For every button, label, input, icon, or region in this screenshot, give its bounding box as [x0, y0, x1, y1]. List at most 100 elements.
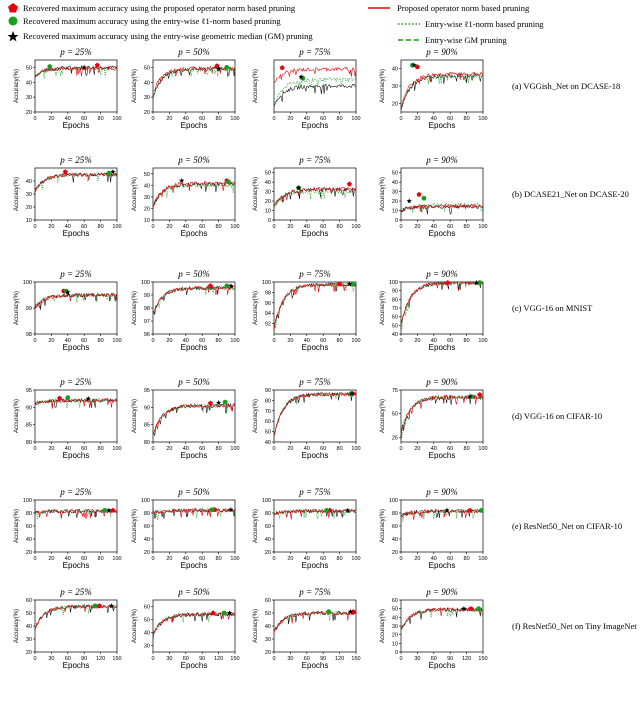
x-tick-label: 80	[464, 224, 470, 230]
y-tick-label: 50	[265, 171, 271, 177]
x-tick-label: 20	[48, 116, 54, 122]
x-tick-label: 20	[414, 116, 420, 122]
y-tick-label: 97	[144, 319, 150, 325]
x-tick-label: 80	[464, 446, 470, 452]
series-line-l1	[34, 291, 118, 309]
series-line-gm	[34, 172, 118, 193]
x-tick-label: 80	[337, 224, 343, 230]
x-axis-label: Epochs	[429, 661, 456, 670]
axes-frame	[400, 59, 484, 113]
subplot-4-3: p = 75% 40 50 60 70 80 90 0 20 40 60 80 100 Epochs Acc…	[253, 377, 361, 460]
x-tick-label: 40	[65, 556, 71, 562]
y-tick-label: 60	[144, 524, 150, 530]
x-tick-label: 100	[351, 116, 360, 122]
x-tick-label: 40	[183, 224, 189, 230]
max-marker-l1	[224, 65, 230, 70]
x-tick-label: 40	[304, 338, 310, 344]
x-tick-label: 60	[199, 116, 205, 122]
x-tick-label: 0	[33, 116, 36, 122]
y-tick-label: 90	[144, 405, 150, 411]
x-tick-label: 0	[399, 116, 402, 122]
series-line-l1	[273, 189, 357, 213]
series-line-l1	[152, 285, 236, 317]
x-tick-label: 60	[81, 338, 87, 344]
subplot-3-4: p = 90% 40 50 60 70 80 90 100 0 20 40 60 80 100 Epochs…	[380, 269, 488, 352]
p-value-label: p = 25%	[59, 269, 92, 279]
subplot-3-2: p = 50% 96 97 98 99 100 0 20 40 60 80 100 Epochs Accu…	[132, 269, 240, 352]
x-tick-label: 120	[214, 656, 223, 662]
y-tick-label: 20	[26, 110, 32, 116]
x-tick-label: 20	[48, 446, 54, 452]
y-tick-label: 30	[26, 95, 32, 101]
x-tick-label: 60	[447, 446, 453, 452]
series-line-gm	[400, 395, 484, 440]
x-axis-label: Epochs	[63, 343, 90, 352]
subplot-6-3: p = 75% 20 30 40 50 60 0 30 60 90 120 150 Epochs Accu…	[253, 587, 361, 670]
y-tick-label: 80	[26, 440, 32, 446]
series-line-proposed	[152, 611, 236, 643]
y-axis-label: Accuracy(%)	[14, 509, 20, 543]
x-tick-label: 0	[399, 224, 402, 230]
y-tick-label: 60	[26, 524, 32, 530]
y-tick-label: 100	[389, 280, 398, 286]
y-tick-label: 40	[392, 537, 398, 543]
max-marker-proposed	[207, 400, 213, 406]
y-axis-label: Accuracy(%)	[380, 291, 386, 325]
x-tick-label: 80	[464, 338, 470, 344]
y-tick-label: 40	[392, 67, 398, 73]
x-tick-label: 0	[399, 556, 402, 562]
max-marker-gm	[411, 62, 417, 68]
y-tick-label: 80	[144, 511, 150, 517]
x-tick-label: 150	[112, 656, 121, 662]
y-tick-label: 94	[265, 311, 271, 317]
x-tick-label: 30	[287, 656, 293, 662]
y-tick-label: 40	[144, 80, 150, 86]
y-tick-label: 50	[265, 611, 271, 617]
x-tick-label: 0	[399, 656, 402, 662]
max-marker-proposed	[210, 610, 216, 616]
x-tick-label: 0	[33, 656, 36, 662]
x-tick-label: 30	[414, 656, 420, 662]
x-axis-label: Epochs	[429, 451, 456, 460]
legend-l1-marker-text: Recovered maximum accuracy using the ent…	[23, 16, 281, 26]
x-tick-label: 60	[320, 224, 326, 230]
y-tick-label: 80	[392, 297, 398, 303]
max-marker-l1	[65, 395, 71, 401]
subplot-1-4: p = 90% 20 30 40 0 20 40 60 80 100 Epochs Accuracy(…	[380, 47, 488, 130]
y-tick-label: 40	[26, 179, 32, 185]
y-tick-label: 40	[144, 631, 150, 637]
series-line-proposed	[273, 391, 357, 437]
x-tick-label: 60	[81, 224, 87, 230]
series-line-proposed	[152, 285, 236, 314]
axes-frame	[34, 499, 118, 553]
series-line-proposed	[400, 606, 484, 630]
x-tick-label: 100	[112, 556, 121, 562]
x-tick-label: 40	[431, 116, 437, 122]
x-tick-label: 20	[287, 224, 293, 230]
y-tick-label: 30	[392, 190, 398, 196]
x-tick-label: 0	[272, 338, 275, 344]
x-tick-label: 100	[351, 556, 360, 562]
series-line-l1	[273, 281, 357, 335]
y-axis-label: Accuracy(%)	[132, 609, 138, 643]
x-tick-label: 20	[166, 556, 172, 562]
y-tick-label: 40	[265, 624, 271, 630]
max-marker-l1	[224, 283, 230, 289]
series-line-proposed	[273, 610, 357, 634]
x-axis-label: Epochs	[429, 343, 456, 352]
y-tick-label: 60	[265, 419, 271, 425]
series-line-proposed	[152, 180, 236, 207]
series-line-l1	[152, 182, 236, 207]
y-tick-label: 25	[392, 435, 398, 441]
row-label: (d) VGG-16 on CIFAR-10	[512, 411, 602, 421]
p-value-label: p = 90%	[425, 587, 458, 597]
x-axis-label: Epochs	[63, 229, 90, 238]
max-marker-gm	[81, 64, 87, 70]
x-axis-label: Epochs	[63, 121, 90, 130]
series-line-l1	[34, 172, 118, 191]
y-axis-label: Accuracy(%)	[253, 609, 259, 643]
